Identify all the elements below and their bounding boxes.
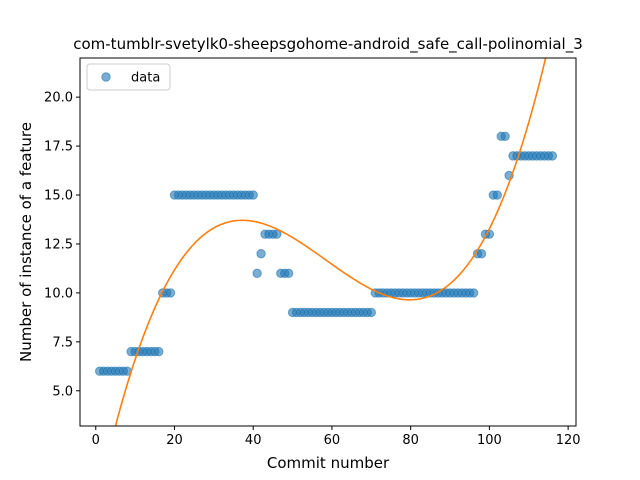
y-tick-label: 15.0 — [44, 189, 73, 204]
data-point — [366, 307, 376, 318]
y-tick-label: 17.5 — [44, 140, 73, 155]
x-tick-label: 80 — [402, 433, 419, 448]
x-tick-label: 120 — [556, 433, 581, 448]
x-tick-label: 60 — [324, 433, 341, 448]
data-point — [252, 268, 262, 279]
axes-frame — [79, 57, 577, 427]
y-tick-label: 20.0 — [44, 91, 73, 106]
y-tick-label: 10.0 — [44, 286, 73, 301]
data-point — [476, 249, 487, 259]
legend-marker — [101, 72, 111, 82]
data-point — [492, 190, 502, 200]
data-point — [468, 288, 479, 298]
y-tick-label: 7.5 — [52, 335, 73, 350]
y-tick-label: 12.5 — [44, 237, 73, 252]
data-point — [547, 151, 558, 161]
x-axis-label: Commit number — [267, 454, 390, 472]
data-point — [165, 288, 176, 298]
data-point — [283, 268, 294, 279]
plot-area: 0 20 40 60 80 100 120 5.0 7.5 10.0 12.5 15.0 17.5 20.… — [44, 57, 581, 448]
x-tick-label: 0 — [92, 433, 100, 448]
data-point — [248, 190, 258, 200]
x-tick-label: 40 — [245, 433, 262, 448]
legend-box — [86, 63, 171, 91]
legend-label: data — [131, 71, 160, 86]
data-point — [272, 229, 282, 239]
data-point — [154, 346, 164, 357]
chart-title: com-tumblr-svetylk0-sheepsgohome-android… — [73, 35, 583, 54]
fit-line — [114, 58, 547, 426]
data-point — [256, 249, 266, 259]
x-tick-label: 100 — [477, 433, 502, 448]
x-tick-label: 20 — [166, 433, 183, 448]
y-axis-label: Number of instance of a feature — [17, 122, 35, 362]
data-point — [500, 131, 510, 142]
y-tick-label: 5.0 — [52, 384, 73, 399]
